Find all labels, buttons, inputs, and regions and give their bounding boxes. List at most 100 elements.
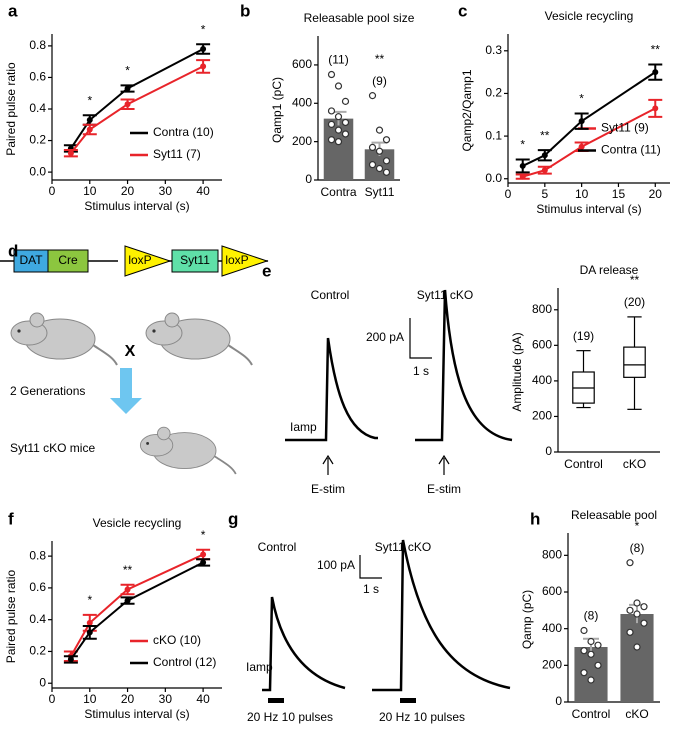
data-point <box>86 126 93 133</box>
data-point <box>368 92 377 100</box>
chart-title: DA release <box>580 263 639 277</box>
data-point <box>541 167 548 174</box>
y-tick-label: 0 <box>545 444 552 458</box>
x-tick-label: 0 <box>49 184 56 198</box>
x-axis-label: Stimulus interval (s) <box>84 707 189 721</box>
panel-label: f <box>8 509 14 528</box>
data-point <box>327 107 336 115</box>
x-tick-label: Control <box>564 457 603 471</box>
data-point <box>640 603 648 611</box>
y-tick-label: 0.2 <box>29 644 46 658</box>
chart-title: Vesicle recycling <box>93 516 182 530</box>
y-axis-label: Qamp2/Qamp1 <box>460 69 474 151</box>
scale-y-label: 200 pA <box>366 330 404 344</box>
y-tick-label: 400 <box>532 373 552 387</box>
stim-arrow <box>438 454 450 475</box>
data-point <box>633 610 641 618</box>
x-tick-label: cKO <box>625 707 648 721</box>
x-tick-label: 15 <box>612 187 626 201</box>
annotation: * <box>201 22 206 36</box>
panel-label: a <box>8 1 18 20</box>
data-point <box>341 118 350 127</box>
y-tick-label: 400 <box>542 621 562 635</box>
current-label: Iamp <box>290 420 317 434</box>
data-point <box>519 162 526 169</box>
series-line <box>70 553 204 657</box>
y-tick-label: 200 <box>292 134 312 148</box>
data-point <box>587 650 595 658</box>
data-point <box>382 168 391 176</box>
stim-label: 20 Hz 10 pulses <box>247 710 333 724</box>
data-point <box>626 606 634 614</box>
y-axis-label: Qamp1 (pC) <box>270 77 284 143</box>
y-tick-label: 0.4 <box>29 612 46 626</box>
trace <box>372 539 511 692</box>
scale-bar <box>409 318 432 359</box>
scale-x-label: 1 s <box>413 364 429 378</box>
data-point <box>327 120 336 128</box>
data-point <box>587 676 595 684</box>
data-point <box>652 105 659 112</box>
annotation: ** <box>540 128 550 142</box>
x-tick-label: 30 <box>159 692 173 706</box>
panel-label: d <box>8 241 18 260</box>
loxp-label: loxP <box>128 253 151 267</box>
annotation: * <box>125 64 130 78</box>
x-tick-label: 0 <box>49 692 56 706</box>
data-point <box>200 559 207 566</box>
trace <box>285 337 378 442</box>
series-line <box>70 65 204 154</box>
legend-label: Contra (10) <box>153 125 214 139</box>
data-point <box>124 597 131 604</box>
cre-box <box>47 249 89 273</box>
scale-x-label: 1 s <box>363 582 379 596</box>
mouse-icon <box>10 312 118 366</box>
data-point <box>334 82 343 90</box>
y-tick-label: 0 <box>305 172 312 186</box>
annotation: * <box>87 593 92 607</box>
x-tick-label: 10 <box>575 187 589 201</box>
data-point <box>200 551 207 558</box>
loxp-triangle <box>124 245 172 277</box>
data-point <box>86 629 93 636</box>
legend-label: Contra (11) <box>601 143 661 157</box>
trace <box>415 289 513 442</box>
x-tick-label: Contra <box>320 185 356 199</box>
data-point <box>375 126 384 134</box>
annotation: (11) <box>328 53 348 67</box>
y-tick-label: 0.0 <box>485 171 502 185</box>
y-tick-label: 0.8 <box>29 548 46 562</box>
series-line <box>522 71 656 167</box>
annotation: * <box>635 519 640 533</box>
dat-label: DAT <box>19 253 43 267</box>
y-tick-label: 0.3 <box>485 43 502 57</box>
data-point <box>200 46 207 53</box>
data-point <box>375 164 384 173</box>
chart-title: Releasable pool size <box>304 11 415 25</box>
annotation: * <box>520 138 525 152</box>
data-point <box>334 138 343 146</box>
stim-label: E-stim <box>427 482 461 496</box>
traces-g: Control Syt11 cKO Iamp 100 pA 1 s 20 Hz … <box>246 539 511 724</box>
arrow <box>110 368 142 414</box>
data-point <box>652 69 659 76</box>
annotation: * <box>87 93 92 107</box>
annotation: * <box>579 92 584 106</box>
traces-e: Control Syt11 cKO Iamp 200 pA 1 s E-stim… <box>285 288 513 496</box>
legend-label: Syt11 (7) <box>153 147 201 161</box>
annotation: (19) <box>573 329 594 343</box>
annotation: (20) <box>624 295 645 309</box>
y-axis-label: Amplitude (pA) <box>510 332 524 411</box>
y-tick-label: 400 <box>292 95 312 109</box>
x-tick-label: 20 <box>649 187 663 201</box>
panel-label: g <box>228 509 238 528</box>
data-point <box>633 599 641 607</box>
data-point <box>124 586 131 593</box>
y-axis-label: Paired pulse ratio <box>4 62 18 156</box>
x-tick-label: 40 <box>196 184 210 198</box>
syt11-box <box>171 249 219 273</box>
data-point <box>375 147 384 155</box>
bar <box>620 614 654 702</box>
loxp-triangle <box>221 245 269 277</box>
